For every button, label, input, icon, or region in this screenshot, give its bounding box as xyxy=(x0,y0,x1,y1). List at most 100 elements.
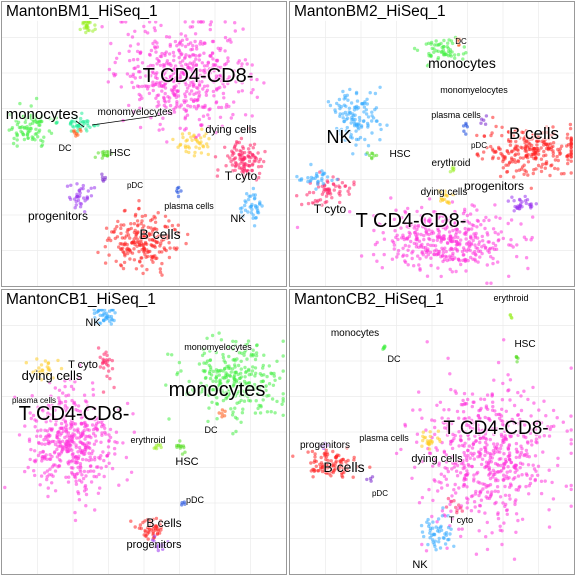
cell-point xyxy=(488,483,493,487)
cell-point xyxy=(163,214,168,218)
cell-point xyxy=(448,442,453,446)
cell-point xyxy=(182,445,186,450)
cluster-pdc xyxy=(180,500,187,507)
cell-point xyxy=(241,171,245,175)
cell-point xyxy=(253,216,258,220)
cell-point xyxy=(406,206,410,211)
cell-point xyxy=(470,418,474,422)
cell-point xyxy=(328,103,333,108)
cell-point xyxy=(227,75,231,79)
cell-point xyxy=(93,434,98,438)
cell-point xyxy=(446,496,451,501)
cell-point xyxy=(313,198,318,203)
cell-point xyxy=(184,71,188,75)
cell-point xyxy=(380,266,384,270)
cell-point xyxy=(399,447,403,452)
cell-point xyxy=(335,126,339,131)
cell-point xyxy=(462,129,466,133)
cluster-label-hsc: HSC xyxy=(514,339,535,350)
cell-point xyxy=(492,432,496,437)
cell-point xyxy=(109,151,114,156)
cell-point xyxy=(75,436,79,440)
cell-point xyxy=(113,452,117,456)
cell-point xyxy=(202,351,207,355)
cell-point xyxy=(429,256,433,260)
cell-point xyxy=(428,434,432,439)
cell-point xyxy=(149,520,154,524)
cell-point xyxy=(91,29,95,33)
cell-point xyxy=(466,433,470,437)
cell-point xyxy=(491,149,495,153)
cell-point xyxy=(221,82,225,86)
cell-point xyxy=(520,447,524,451)
cell-point xyxy=(360,102,364,106)
cell-point xyxy=(500,153,504,157)
cell-point xyxy=(281,397,285,401)
cell-point xyxy=(49,131,54,135)
cell-point xyxy=(463,416,467,421)
cluster-hsc xyxy=(514,354,520,364)
cell-point xyxy=(565,136,569,140)
cell-point xyxy=(493,472,497,476)
cell-point xyxy=(207,137,211,141)
cell-point xyxy=(415,48,420,52)
cell-point xyxy=(440,416,444,420)
cell-point xyxy=(345,463,349,467)
cell-point xyxy=(539,421,544,425)
cell-point xyxy=(457,503,461,507)
cell-point xyxy=(444,453,448,457)
cell-point xyxy=(133,525,137,529)
cell-point xyxy=(91,432,96,436)
cell-point xyxy=(349,101,354,105)
cell-point xyxy=(29,126,33,131)
cell-point xyxy=(64,475,68,479)
cell-point xyxy=(319,465,323,469)
cell-point xyxy=(100,175,105,179)
cell-point xyxy=(138,125,143,130)
cell-point xyxy=(496,156,501,160)
cell-point xyxy=(441,251,445,255)
cell-point xyxy=(29,447,33,452)
cell-point xyxy=(449,527,453,531)
cell-point xyxy=(194,85,199,90)
cell-point xyxy=(565,429,569,433)
cell-point xyxy=(34,369,38,373)
cell-point xyxy=(73,510,77,515)
cell-point xyxy=(80,441,85,445)
cell-point xyxy=(157,128,161,132)
cell-point xyxy=(252,142,257,146)
cell-point xyxy=(265,410,270,414)
cell-point xyxy=(496,450,500,454)
cell-point xyxy=(113,60,117,65)
cell-point xyxy=(537,419,541,423)
cell-point xyxy=(537,435,542,439)
cell-point xyxy=(315,171,319,176)
cell-point xyxy=(255,392,259,396)
cell-point xyxy=(548,173,552,178)
cell-point xyxy=(526,160,531,164)
cell-point xyxy=(128,58,132,63)
cell-point xyxy=(281,399,285,403)
cell-point xyxy=(206,152,210,157)
cell-point xyxy=(192,134,196,138)
cell-point xyxy=(142,533,146,537)
cell-point xyxy=(141,230,145,235)
cell-point xyxy=(207,393,211,397)
cell-point xyxy=(407,244,411,248)
cell-point xyxy=(445,258,449,263)
cell-point xyxy=(519,450,524,455)
cell-point xyxy=(89,469,93,473)
cell-point xyxy=(453,56,457,60)
cell-point xyxy=(258,411,263,415)
cell-point xyxy=(434,49,438,53)
cell-point xyxy=(525,198,530,202)
cell-point xyxy=(140,256,144,260)
cell-point xyxy=(541,162,545,166)
cell-point xyxy=(29,113,34,118)
cell-point xyxy=(429,441,434,445)
cell-point xyxy=(532,401,536,405)
cell-point xyxy=(341,466,345,471)
cell-point xyxy=(79,434,84,438)
cell-point xyxy=(476,260,480,264)
cell-point xyxy=(528,431,533,435)
